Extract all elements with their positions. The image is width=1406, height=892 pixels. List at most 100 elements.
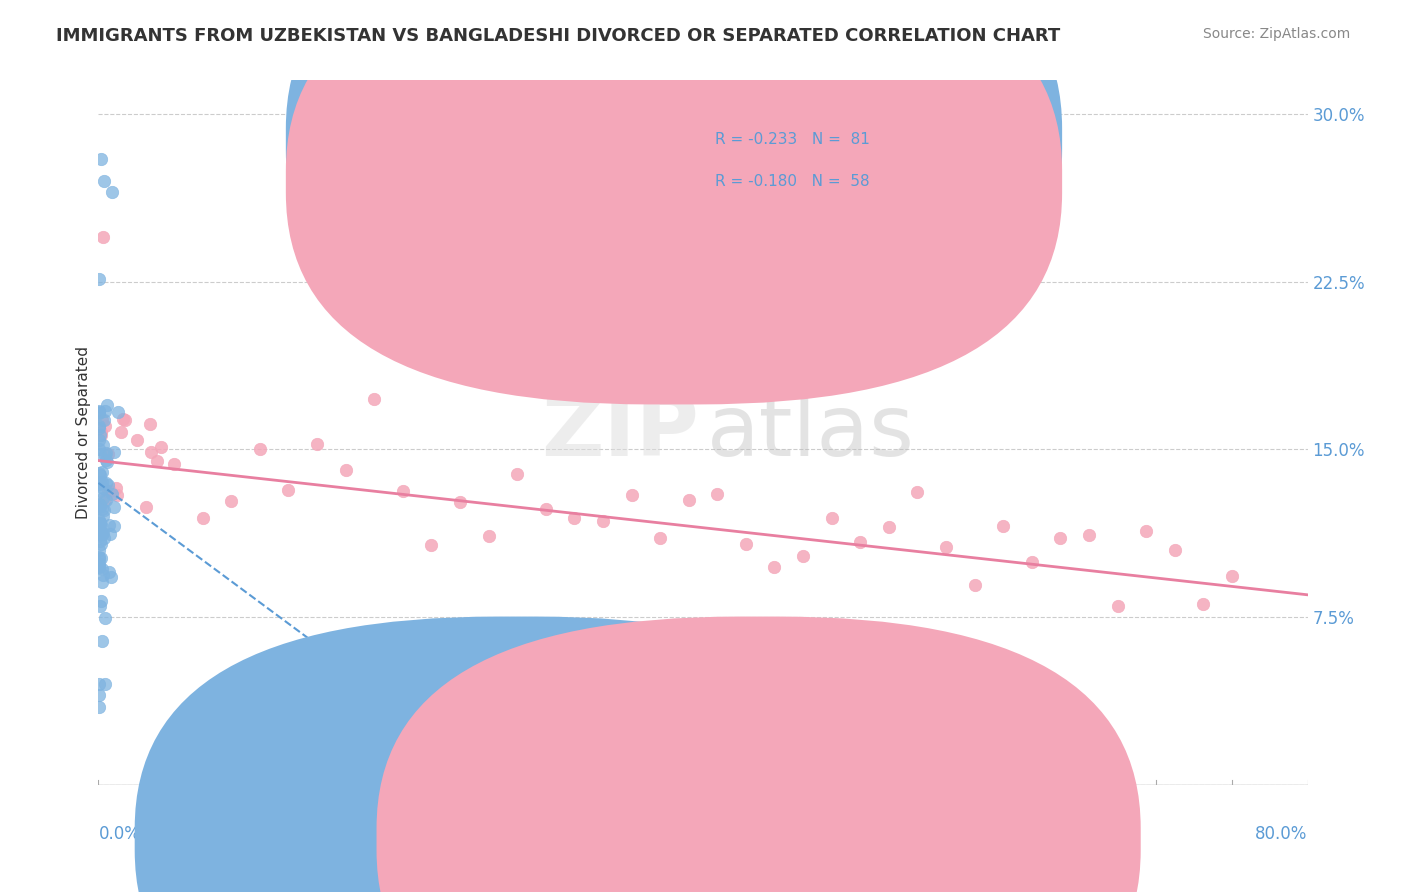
- Point: [90, 428, 112, 442]
- Point: [93, 509, 115, 524]
- Point: [94, 419, 117, 434]
- Point: [90, 502, 112, 516]
- Point: [114, 413, 136, 427]
- Point: [94, 610, 117, 624]
- Point: [90, 517, 112, 532]
- Point: [620, 488, 643, 502]
- Point: [93, 413, 115, 427]
- Point: [363, 392, 385, 407]
- Point: [89, 272, 111, 286]
- Text: R = -0.180   N =  58: R = -0.180 N = 58: [716, 174, 870, 189]
- Point: [111, 412, 134, 426]
- Point: [90, 537, 112, 551]
- Point: [97, 565, 120, 579]
- Point: [935, 540, 957, 554]
- Point: [89, 550, 111, 565]
- Point: [89, 516, 111, 530]
- Point: [89, 558, 111, 573]
- Point: [90, 475, 112, 490]
- Point: [89, 558, 111, 572]
- Text: 0.0%: 0.0%: [98, 825, 141, 843]
- Point: [96, 398, 118, 412]
- Point: [1192, 597, 1215, 611]
- Point: [91, 481, 114, 495]
- Point: [763, 559, 786, 574]
- Point: [1107, 599, 1129, 613]
- Point: [98, 517, 121, 532]
- Point: [89, 406, 111, 420]
- Point: [94, 449, 117, 463]
- Point: [89, 526, 111, 541]
- Point: [592, 514, 614, 528]
- Point: [90, 425, 112, 440]
- Point: [963, 578, 986, 592]
- Point: [89, 516, 111, 530]
- Point: [449, 495, 471, 509]
- Point: [94, 453, 117, 467]
- Point: [98, 527, 121, 541]
- Point: [1164, 542, 1187, 557]
- Point: [94, 404, 117, 418]
- Point: [89, 404, 111, 418]
- Point: [93, 492, 115, 507]
- Point: [93, 174, 115, 188]
- Point: [562, 511, 585, 525]
- Point: [94, 493, 117, 508]
- Point: [91, 491, 114, 506]
- Point: [89, 542, 111, 557]
- Point: [89, 420, 111, 434]
- Point: [97, 447, 120, 461]
- Point: [90, 551, 112, 566]
- Point: [91, 465, 114, 479]
- FancyBboxPatch shape: [285, 0, 1062, 362]
- Point: [735, 537, 758, 551]
- Point: [89, 467, 111, 482]
- Point: [534, 501, 557, 516]
- Point: [1078, 528, 1101, 542]
- Point: [877, 520, 900, 534]
- Point: [1220, 569, 1243, 583]
- Point: [100, 570, 122, 584]
- Point: [249, 442, 271, 456]
- Point: [89, 483, 111, 498]
- Point: [89, 497, 111, 511]
- FancyBboxPatch shape: [624, 112, 1018, 218]
- Point: [91, 561, 114, 575]
- Point: [1135, 524, 1157, 538]
- Point: [139, 445, 162, 459]
- Point: [993, 518, 1015, 533]
- Text: ZIP: ZIP: [541, 391, 699, 475]
- Point: [706, 487, 728, 501]
- Point: [89, 552, 111, 566]
- Point: [89, 475, 111, 490]
- Point: [89, 689, 111, 703]
- Point: [135, 500, 157, 514]
- Text: IMMIGRANTS FROM UZBEKISTAN VS BANGLADESHI DIVORCED OR SEPARATED CORRELATION CHAR: IMMIGRANTS FROM UZBEKISTAN VS BANGLADESH…: [56, 27, 1060, 45]
- Point: [93, 503, 115, 517]
- Point: [91, 525, 114, 540]
- Point: [821, 511, 844, 525]
- Point: [219, 494, 242, 508]
- Point: [907, 485, 929, 500]
- Point: [97, 483, 120, 498]
- Point: [335, 463, 357, 477]
- Point: [139, 417, 162, 431]
- Point: [91, 438, 114, 452]
- Point: [96, 475, 118, 490]
- Point: [648, 531, 671, 545]
- Text: Bangladeshis: Bangladeshis: [787, 831, 890, 847]
- Text: 80.0%: 80.0%: [1256, 825, 1308, 843]
- Point: [89, 599, 111, 613]
- FancyBboxPatch shape: [377, 616, 1140, 892]
- Point: [89, 534, 111, 549]
- Text: atlas: atlas: [707, 391, 915, 475]
- Point: [305, 437, 328, 451]
- FancyBboxPatch shape: [285, 0, 1062, 404]
- Point: [93, 532, 115, 546]
- Point: [96, 455, 118, 469]
- Point: [89, 512, 111, 526]
- Point: [105, 488, 128, 502]
- Point: [110, 425, 132, 439]
- Point: [90, 413, 112, 427]
- Text: Immigrants from Uzbekistan: Immigrants from Uzbekistan: [546, 831, 763, 847]
